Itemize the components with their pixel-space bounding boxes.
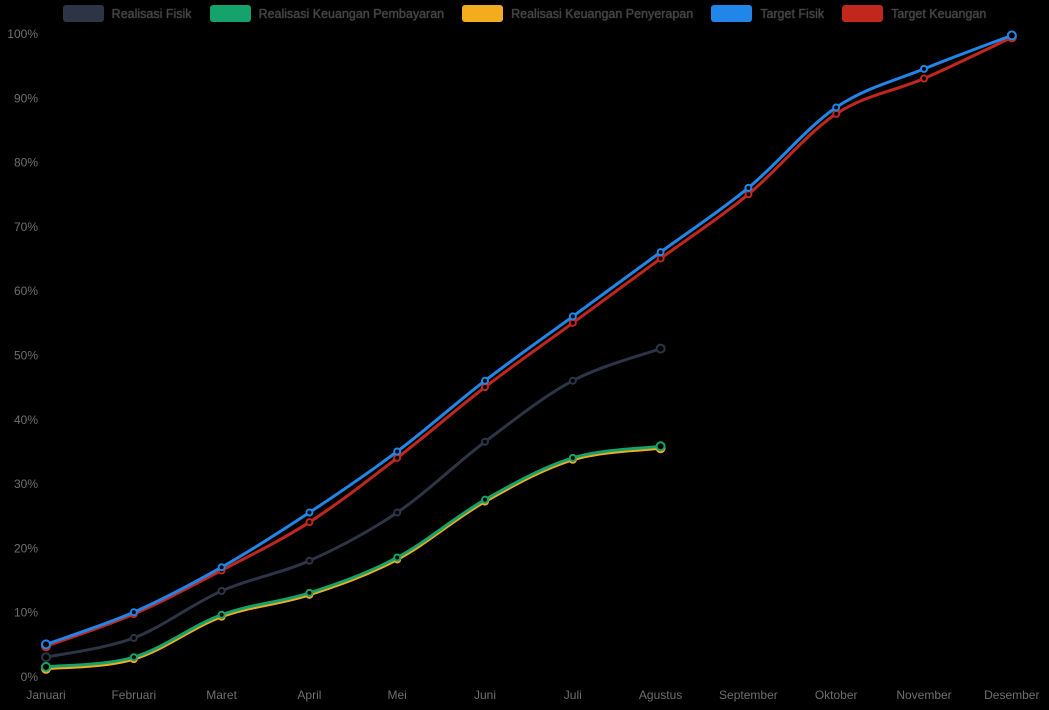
y-axis-label-90: 90% <box>14 91 38 105</box>
series-line-target-keuangan <box>44 35 1014 648</box>
legend-label-realisasi-keuangan-penyerapan: Realisasi Keuangan Penyerapan <box>511 6 694 21</box>
data-point-target-fisik-februari <box>129 608 138 617</box>
y-axis-label-20: 20% <box>14 541 38 555</box>
legend-swatch-target-fisik <box>711 5 753 22</box>
x-axis-label-maret: Maret <box>206 688 237 702</box>
x-axis-label-agustus: Agustus <box>639 688 682 702</box>
data-point-target-fisik-oktober <box>832 103 841 112</box>
y-axis-label-50: 50% <box>14 349 38 363</box>
data-point-target-fisik-september <box>744 183 753 192</box>
y-axis-label-10: 10% <box>14 606 38 620</box>
y-axis-label-60: 60% <box>14 284 38 298</box>
x-axis-label-september: September <box>719 688 778 702</box>
y-axis-label-80: 80% <box>14 156 38 170</box>
data-point-target-fisik-maret <box>217 563 226 572</box>
data-point-realisasi-keuangan-pembayaran-april <box>305 588 314 597</box>
legend-item-realisasi-keuangan-penyerapan[interactable]: Realisasi Keuangan Penyerapan <box>462 5 693 22</box>
y-axis-label-40: 40% <box>14 413 38 427</box>
data-point-target-fisik-januari <box>41 639 51 650</box>
data-point-target-fisik-juli <box>568 312 577 321</box>
y-axis-label-100: 100% <box>7 27 38 41</box>
data-point-realisasi-keuangan-pembayaran-agustus <box>655 441 666 452</box>
data-point-target-keuangan-juni <box>481 383 489 392</box>
data-point-target-keuangan-april <box>305 518 314 527</box>
legend-label-target-keuangan: Target Keuangan <box>891 6 987 21</box>
chart-legend: Realisasi Fisik Realisasi Keuangan Pembay… <box>0 5 1049 22</box>
legend-item-realisasi-fisik[interactable]: Realisasi Fisik <box>62 5 192 22</box>
legend-swatch-target-keuangan <box>842 5 884 22</box>
data-point-target-keuangan-juli <box>568 318 577 327</box>
legend-label-realisasi-fisik: Realisasi Fisik <box>111 6 192 21</box>
series-line-realisasi-fisik <box>44 347 663 659</box>
data-point-target-keuangan-november <box>920 74 928 83</box>
legend-item-realisasi-keuangan-pembayaran[interactable]: Realisasi Keuangan Pembayaran <box>209 5 445 22</box>
x-axis-label-mei: Mei <box>388 688 407 702</box>
legend-item-target-fisik[interactable]: Target Fisik <box>711 5 824 22</box>
data-point-target-keuangan-agustus <box>656 254 665 263</box>
data-point-realisasi-keuangan-pembayaran-februari <box>129 653 138 662</box>
data-point-realisasi-keuangan-pembayaran-juni <box>481 495 489 504</box>
data-point-target-fisik-desember <box>1006 30 1017 41</box>
x-axis-label-oktober: Oktober <box>815 688 858 702</box>
data-point-realisasi-fisik-agustus <box>655 343 666 354</box>
series-line-realisasi-keuangan-penyerapan <box>44 446 663 671</box>
data-point-realisasi-fisik-maret <box>217 586 226 595</box>
data-point-realisasi-keuangan-pembayaran-mei <box>393 553 402 562</box>
legend-swatch-realisasi-keuangan-penyerapan <box>462 5 504 22</box>
data-point-realisasi-fisik-juli <box>568 376 577 385</box>
data-point-realisasi-keuangan-pembayaran-maret <box>217 610 226 619</box>
data-point-realisasi-fisik-juni <box>481 437 489 446</box>
x-axis-label-juli: Juli <box>564 688 582 702</box>
data-point-target-keuangan-mei <box>393 453 402 462</box>
x-axis-label-april: April <box>297 688 321 702</box>
y-axis-label-70: 70% <box>14 220 38 234</box>
data-point-target-fisik-agustus <box>656 248 665 257</box>
data-point-target-fisik-november <box>920 64 928 73</box>
data-point-target-keuangan-oktober <box>832 109 841 118</box>
data-point-target-fisik-april <box>305 508 314 517</box>
data-point-target-fisik-mei <box>393 447 402 456</box>
legend-item-target-keuangan[interactable]: Target Keuangan <box>842 5 986 22</box>
x-axis-label-november: November <box>896 688 951 702</box>
data-point-target-fisik-juni <box>481 376 489 385</box>
data-point-target-keuangan-september <box>744 190 753 199</box>
series-line-target-fisik <box>44 33 1014 646</box>
legend-label-realisasi-keuangan-pembayaran: Realisasi Keuangan Pembayaran <box>258 6 445 21</box>
x-axis-label-januari: Januari <box>26 688 65 702</box>
legend-label-target-fisik: Target Fisik <box>760 6 825 21</box>
y-axis-label-30: 30% <box>14 477 38 491</box>
data-point-realisasi-fisik-mei <box>393 508 402 517</box>
data-point-realisasi-fisik-januari <box>41 652 51 663</box>
y-axis-label-0: 0% <box>21 670 39 684</box>
data-point-realisasi-keuangan-pembayaran-juli <box>568 453 577 462</box>
x-axis-label-desember: Desember <box>984 688 1039 702</box>
data-point-realisasi-fisik-februari <box>129 633 138 642</box>
data-point-realisasi-fisik-april <box>305 556 314 565</box>
series-line-realisasi-keuangan-pembayaran <box>44 444 663 669</box>
x-axis-label-februari: Februari <box>111 688 156 702</box>
data-point-realisasi-keuangan-pembayaran-januari <box>41 661 51 672</box>
legend-swatch-realisasi-fisik <box>62 5 104 22</box>
x-axis-label-juni: Juni <box>474 688 496 702</box>
legend-swatch-realisasi-keuangan-pembayaran <box>209 5 251 22</box>
